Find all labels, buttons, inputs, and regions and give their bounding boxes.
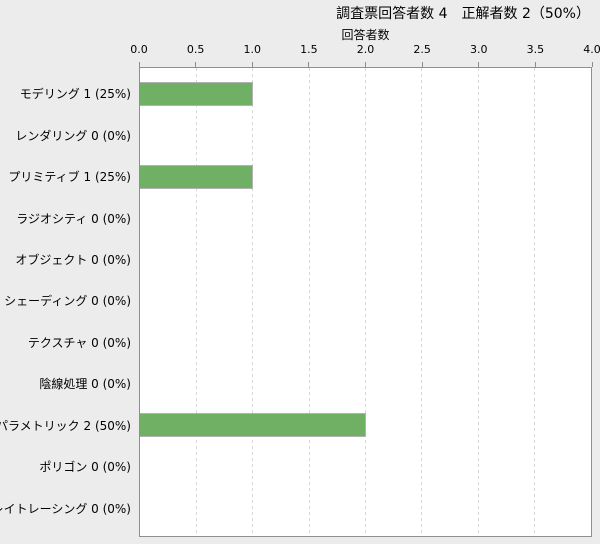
bar-row bbox=[140, 322, 591, 363]
x-axis-title: 回答者数 bbox=[341, 28, 390, 42]
bar-row bbox=[140, 280, 591, 321]
x-tick-mark bbox=[308, 62, 310, 67]
bar-row bbox=[140, 114, 591, 155]
x-axis-ticks: 0.0 0.5 1.0 1.5 2.0 2.5 3.0 3.5 4.0 bbox=[130, 43, 600, 67]
bar bbox=[140, 413, 366, 438]
gridline bbox=[534, 68, 536, 536]
bar-row bbox=[140, 446, 591, 487]
x-tick-mark bbox=[478, 62, 480, 67]
category-label: レンダリング 0 (0%) bbox=[15, 128, 131, 143]
gridline bbox=[252, 68, 254, 536]
plot-area bbox=[139, 67, 592, 537]
bar-row bbox=[140, 363, 591, 404]
x-tick-label: 3.5 bbox=[526, 43, 545, 56]
category-label: パラメトリック 2 (50%) bbox=[0, 418, 131, 433]
category-label: オブジェクト 0 (0%) bbox=[15, 253, 131, 268]
gridline bbox=[421, 68, 423, 536]
x-tick-mark bbox=[195, 62, 197, 67]
bar-rows bbox=[140, 73, 591, 529]
x-tick-label: 4.0 bbox=[583, 43, 600, 56]
category-label: 陰線処理 0 (0%) bbox=[39, 377, 131, 392]
bar-row bbox=[140, 197, 591, 238]
x-tick-mark bbox=[534, 62, 536, 67]
bar-row bbox=[140, 156, 591, 197]
gridline bbox=[308, 68, 310, 536]
category-label: レイトレーシング 0 (0%) bbox=[0, 501, 131, 516]
category-label: ポリゴン 0 (0%) bbox=[39, 460, 131, 475]
category-label: モデリング 1 (25%) bbox=[19, 87, 131, 102]
bar-row bbox=[140, 405, 591, 446]
gridline bbox=[195, 68, 197, 536]
x-tick-label: 1.5 bbox=[300, 43, 318, 56]
x-tick-mark bbox=[138, 62, 140, 67]
x-tick-mark bbox=[421, 62, 423, 67]
gridline bbox=[477, 68, 479, 536]
bar bbox=[140, 164, 253, 189]
x-tick-mark bbox=[365, 62, 366, 67]
x-tick-mark bbox=[591, 62, 593, 67]
x-tick-label: 2.5 bbox=[413, 43, 431, 56]
bar bbox=[140, 81, 253, 106]
chart-title: 調査票回答者数 4 正解者数 2（50%） bbox=[336, 6, 590, 22]
x-tick-label: 0.0 bbox=[130, 43, 148, 56]
x-tick-label: 1.0 bbox=[243, 43, 262, 56]
category-label: テクスチャ 0 (0%) bbox=[27, 335, 131, 350]
category-label: ラジオシティ 0 (0%) bbox=[16, 211, 131, 226]
y-axis-category-labels: モデリング 1 (25%) レンダリング 0 (0%) プリミティブ 1 (25%)… bbox=[0, 73, 131, 529]
bar-row bbox=[140, 239, 591, 280]
bar-row bbox=[140, 73, 591, 114]
x-tick-label: 3.0 bbox=[470, 43, 488, 56]
category-label: プリミティブ 1 (25%) bbox=[8, 170, 131, 185]
x-tick-label: 0.5 bbox=[186, 43, 205, 56]
x-tick-mark bbox=[251, 62, 253, 67]
x-tick-label: 2.0 bbox=[356, 43, 375, 56]
category-label: シェーディング 0 (0%) bbox=[4, 294, 131, 309]
bar-row bbox=[140, 488, 591, 529]
gridline bbox=[365, 68, 366, 536]
